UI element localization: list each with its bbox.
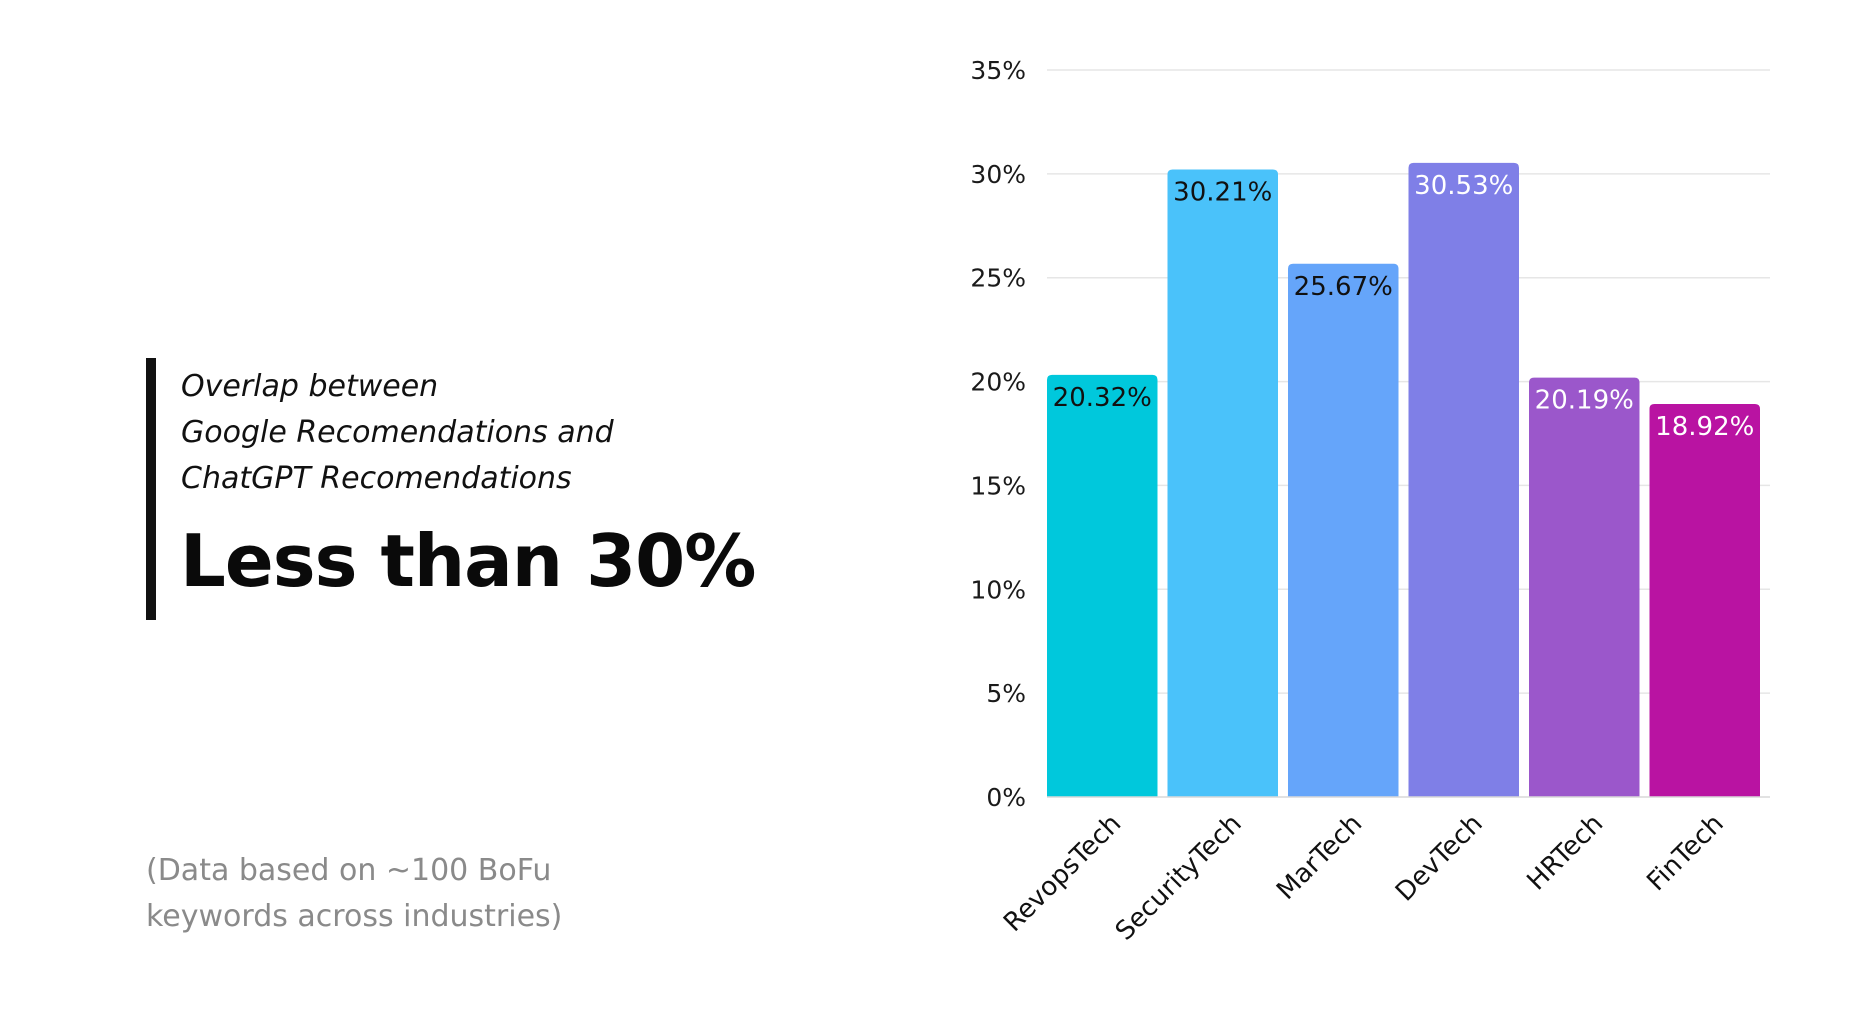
- subtitle: Overlap between Google Recomendations an…: [181, 364, 614, 502]
- data-label: 30.53%: [1414, 171, 1513, 201]
- y-tick-label: 25%: [970, 264, 1026, 293]
- data-label: 18.92%: [1655, 412, 1754, 442]
- subtitle-line: Google Recomendations and: [181, 415, 614, 450]
- footnote: (Data based on ~100 BoFu keywords across…: [146, 848, 562, 940]
- x-tick-label: HRTech: [1522, 809, 1610, 897]
- accent-bar: [146, 358, 156, 620]
- bar: [1408, 162, 1519, 798]
- bar: [1529, 377, 1640, 797]
- bar: [1167, 169, 1278, 798]
- x-tick-label: RevopsTech: [998, 809, 1127, 938]
- data-label: 30.21%: [1173, 177, 1272, 207]
- footnote-line: keywords across industries): [146, 899, 563, 934]
- data-label: 20.19%: [1535, 386, 1634, 416]
- x-tick-label: MarTech: [1271, 809, 1368, 906]
- headline-block: Overlap between Google Recomendations an…: [146, 358, 786, 620]
- y-tick-label: 35%: [970, 56, 1026, 85]
- x-tick-label: FinTech: [1641, 809, 1729, 897]
- y-tick-label: 15%: [970, 471, 1026, 500]
- y-tick-label: 0%: [986, 783, 1026, 812]
- footnote-line: (Data based on ~100 BoFu: [146, 853, 552, 888]
- data-label: 20.32%: [1053, 383, 1152, 413]
- headline: Less than 30%: [180, 519, 756, 603]
- bar: [1047, 374, 1158, 797]
- subtitle-line: ChatGPT Recomendations: [181, 461, 572, 496]
- y-tick-label: 20%: [970, 368, 1026, 397]
- bar: [1649, 404, 1760, 797]
- bar: [1288, 263, 1399, 797]
- x-tick-label: DevTech: [1390, 809, 1489, 908]
- x-tick-label: SecurityTech: [1110, 809, 1248, 947]
- y-tick-label: 30%: [970, 160, 1026, 189]
- data-label: 25.67%: [1294, 272, 1393, 302]
- subtitle-line: Overlap between: [181, 369, 439, 404]
- y-tick-label: 10%: [970, 575, 1026, 604]
- y-tick-label: 5%: [986, 679, 1026, 708]
